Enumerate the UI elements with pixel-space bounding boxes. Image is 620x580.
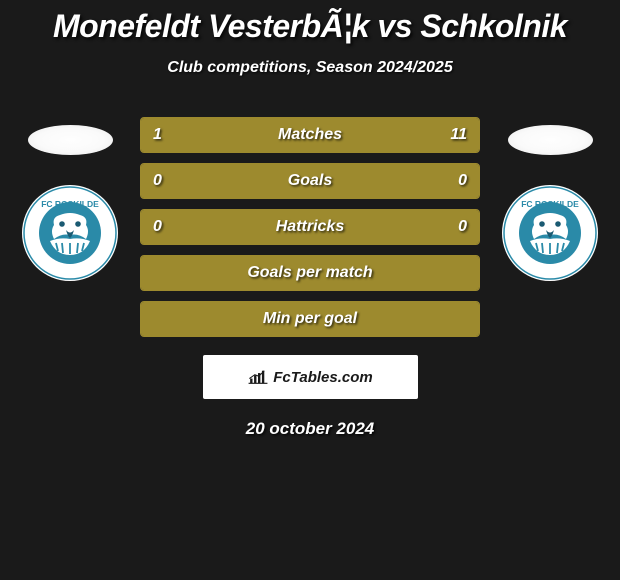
roskilde-badge-icon: FC ROSKILDE xyxy=(20,183,120,283)
svg-text:FC ROSKILDE: FC ROSKILDE xyxy=(521,199,579,209)
left-team-badge: FC ROSKILDE xyxy=(20,183,120,283)
stats-bars: 111Matches 00Goals 00Hattricks Goals per ma… xyxy=(140,117,480,337)
stat-label: Min per goal xyxy=(141,302,479,336)
stat-bar: 00Goals xyxy=(140,163,480,199)
brand-footer: FcTables.com xyxy=(203,355,418,399)
right-team-badge: FC ROSKILDE xyxy=(500,183,600,283)
stat-bar: 111Matches xyxy=(140,117,480,153)
stat-label: Goals xyxy=(141,164,479,198)
bars-chart-icon xyxy=(247,369,269,385)
comparison-card: Monefeldt VesterbÃ¦k vs Schkolnik Club c… xyxy=(0,0,620,439)
stat-bar: 00Hattricks xyxy=(140,209,480,245)
brand-text: FcTables.com xyxy=(273,369,372,386)
right-team-column: FC ROSKILDE xyxy=(490,117,610,283)
left-flag-placeholder xyxy=(28,125,113,155)
stat-bar: Goals per match xyxy=(140,255,480,291)
date-text: 20 october 2024 xyxy=(0,419,620,439)
main-row: FC ROSKILDE 111Matches 00Goals 00Hattricks… xyxy=(0,117,620,337)
roskilde-badge-icon: FC ROSKILDE xyxy=(500,183,600,283)
subtitle: Club competitions, Season 2024/2025 xyxy=(0,59,620,77)
left-team-column: FC ROSKILDE xyxy=(10,117,130,283)
page-title: Monefeldt VesterbÃ¦k vs Schkolnik xyxy=(0,8,620,45)
right-flag-placeholder xyxy=(508,125,593,155)
svg-text:FC ROSKILDE: FC ROSKILDE xyxy=(41,199,99,209)
stat-bar: Min per goal xyxy=(140,301,480,337)
stat-label: Goals per match xyxy=(141,256,479,290)
stat-label: Matches xyxy=(141,118,479,152)
stat-label: Hattricks xyxy=(141,210,479,244)
